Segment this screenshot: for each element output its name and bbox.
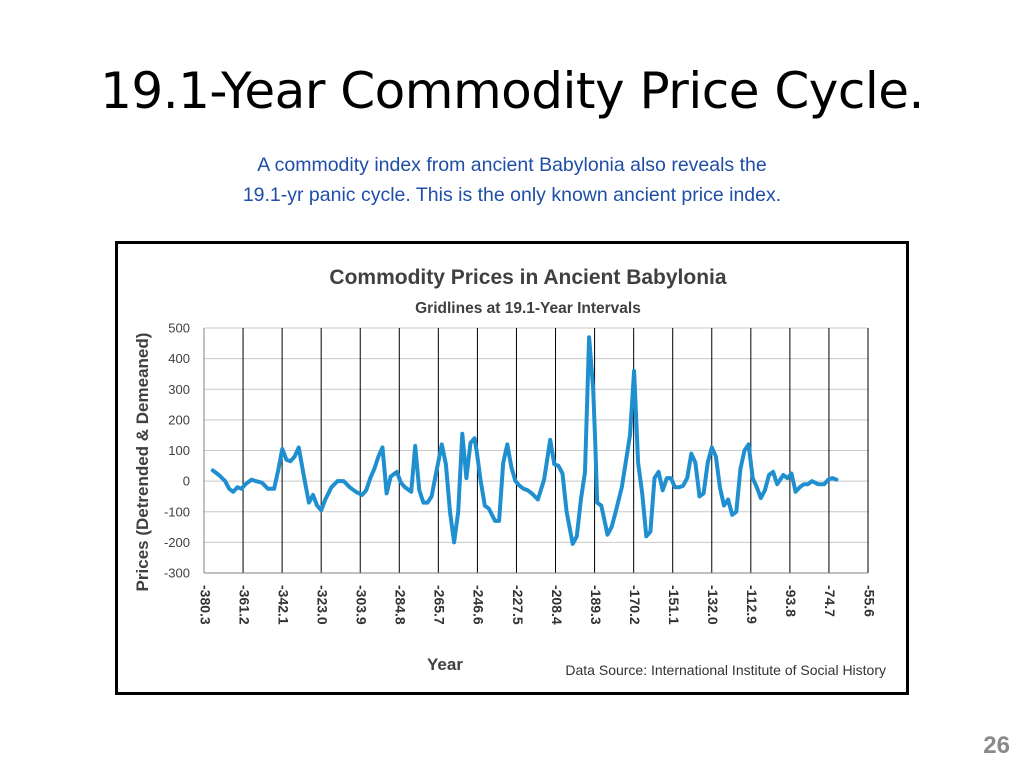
y-tick-label: 200 xyxy=(168,412,190,427)
chart-frame: Commodity Prices in Ancient Babylonia Gr… xyxy=(115,241,909,695)
data-source-note: Data Source: International Institute of … xyxy=(565,662,886,678)
x-tick-label: -361.2 xyxy=(236,585,252,625)
y-tick-label: 500 xyxy=(168,321,190,336)
x-tick-label: -93.8 xyxy=(783,585,799,617)
y-tick-label: -100 xyxy=(164,504,190,519)
x-tick-label: -74.7 xyxy=(822,585,838,617)
x-tick-label: -380.3 xyxy=(197,585,213,625)
x-tick-label: -303.9 xyxy=(354,585,370,625)
slide-subtitle-line2: 19.1-yr panic cycle. This is the only kn… xyxy=(242,184,782,206)
x-tick-label: -170.2 xyxy=(627,585,643,625)
y-tick-label: -300 xyxy=(164,566,190,581)
x-tick-label: -189.3 xyxy=(588,585,604,625)
series-line xyxy=(210,335,839,546)
x-tick-label: -208.4 xyxy=(549,585,565,625)
chart-subtitle: Gridlines at 19.1-Year Intervals xyxy=(415,300,641,317)
x-tick-label: -246.6 xyxy=(471,585,487,625)
x-tick-label: -227.5 xyxy=(510,585,526,625)
y-tick-label: 100 xyxy=(168,443,190,458)
chart: Commodity Prices in Ancient Babylonia Gr… xyxy=(133,266,886,678)
y-tick-label: 300 xyxy=(168,382,190,397)
x-tick-label: -151.1 xyxy=(666,585,682,625)
x-tick-label: -342.1 xyxy=(275,585,291,625)
y-tick-label: 0 xyxy=(183,474,190,489)
x-tick-label: -265.7 xyxy=(432,585,448,625)
slide-subtitle-line1: A commodity index from ancient Babylonia… xyxy=(257,154,767,176)
y-tick-label: -200 xyxy=(164,535,190,550)
page-number: 26 xyxy=(983,732,1010,759)
x-tick-label: -112.9 xyxy=(744,585,760,624)
chart-title: Commodity Prices in Ancient Babylonia xyxy=(329,266,726,289)
slide-title: 19.1-Year Commodity Price Cycle. xyxy=(100,62,924,120)
y-tick-label: 400 xyxy=(168,351,190,366)
x-axis-label: Year xyxy=(427,655,463,674)
x-tick-label: -132.0 xyxy=(705,585,721,625)
y-axis-label: Prices (Detrended & Demeaned) xyxy=(133,333,152,592)
x-tick-label: -323.0 xyxy=(314,585,330,625)
x-tick-label: -55.6 xyxy=(861,585,877,617)
x-tick-label: -284.8 xyxy=(393,585,409,625)
